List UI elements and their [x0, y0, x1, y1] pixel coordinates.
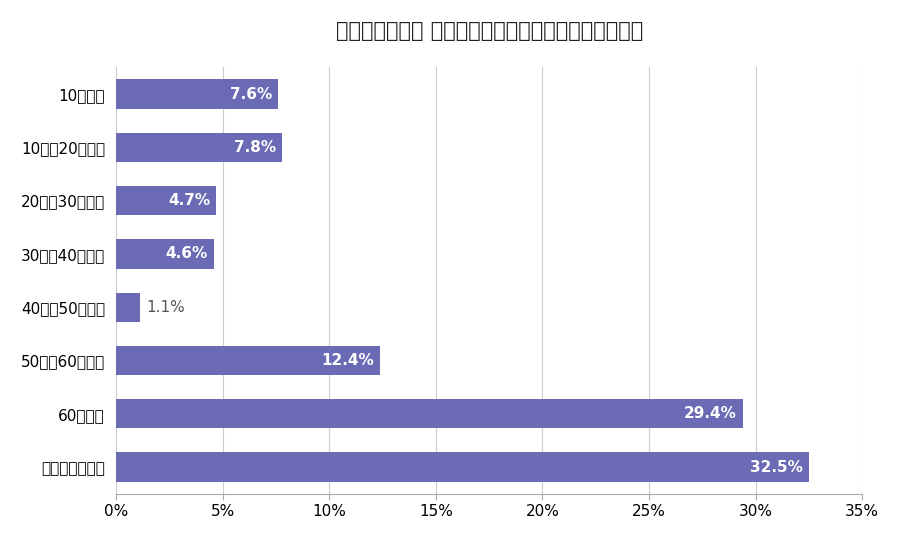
Bar	[116, 293, 140, 322]
Bar	[116, 79, 278, 109]
Text: 4.6%: 4.6%	[166, 246, 208, 261]
Text: 7.8%: 7.8%	[234, 140, 276, 155]
Text: 12.4%: 12.4%	[321, 353, 374, 368]
Bar	[116, 399, 742, 428]
Text: 7.6%: 7.6%	[230, 86, 272, 102]
Text: 29.4%: 29.4%	[683, 406, 736, 421]
Title: 【単身者世帯】 臨時収入のうち貯蓄に割り振った割合: 【単身者世帯】 臨時収入のうち貯蓄に割り振った割合	[336, 21, 643, 41]
Text: 32.5%: 32.5%	[750, 460, 803, 475]
Text: 4.7%: 4.7%	[167, 193, 210, 208]
Bar	[116, 133, 283, 162]
Bar	[116, 453, 809, 482]
Bar	[116, 346, 381, 375]
Bar	[116, 239, 214, 268]
Bar	[116, 186, 216, 215]
Text: 1.1%: 1.1%	[146, 300, 184, 315]
